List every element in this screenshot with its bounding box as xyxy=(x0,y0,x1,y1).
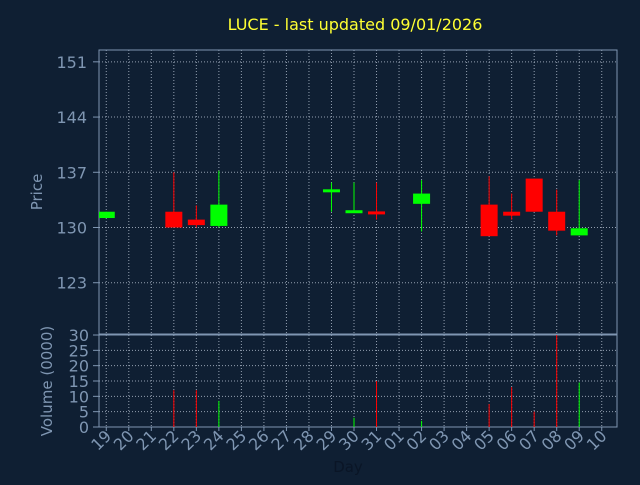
price-tick-label: 130 xyxy=(56,219,87,238)
volume-panel-frame xyxy=(98,334,618,428)
candle-body xyxy=(345,210,363,214)
volume-tick-label: 10 xyxy=(69,387,89,406)
volume-tick-label: 15 xyxy=(69,372,89,391)
candle-body xyxy=(480,204,498,237)
price-panel-frame xyxy=(98,49,618,335)
candle-body xyxy=(368,211,386,215)
candle-body xyxy=(99,211,115,219)
chart-title: LUCE - last updated 09/01/2026 xyxy=(228,15,483,34)
candle-body xyxy=(548,211,566,231)
candle-body xyxy=(570,228,588,236)
candle-body xyxy=(525,178,543,212)
candle-body xyxy=(503,211,521,216)
x-axis-label: Day xyxy=(333,458,363,476)
volume-tick-label: 25 xyxy=(69,341,89,360)
price-axis-label: Price xyxy=(28,174,46,211)
volume-tick-label: 20 xyxy=(69,357,89,376)
volume-tick-label: 0 xyxy=(79,418,89,437)
candle-body xyxy=(210,204,228,226)
volume-tick-label: 30 xyxy=(69,326,89,345)
volume-tick-label: 5 xyxy=(79,403,89,422)
price-tick-label: 123 xyxy=(56,274,87,293)
candle-body xyxy=(413,193,431,204)
price-tick-label: 151 xyxy=(56,53,87,72)
x-axis: 1920212223242526272829303101020304050607… xyxy=(87,426,610,454)
candle-body xyxy=(165,211,183,228)
price-tick-label: 144 xyxy=(56,108,87,127)
price-panel: 123 130 137 144 151 xyxy=(56,49,618,335)
candle-body xyxy=(322,189,340,193)
volume-axis-label: Volume (0000) xyxy=(38,326,56,436)
candle-body xyxy=(187,219,205,226)
price-tick-label: 137 xyxy=(56,163,87,182)
